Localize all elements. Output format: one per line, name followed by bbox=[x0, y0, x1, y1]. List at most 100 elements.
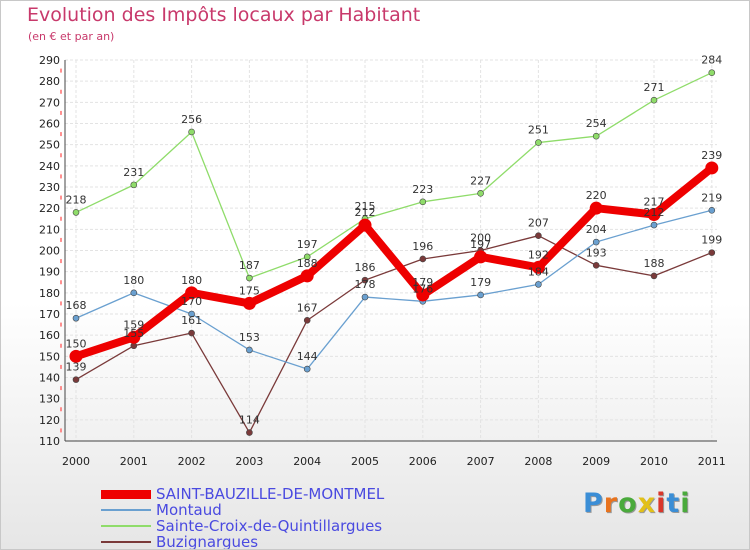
data-label-2: 284 bbox=[701, 54, 722, 67]
data-label-0: 197 bbox=[470, 238, 491, 251]
y-tick-label: 120 bbox=[39, 414, 60, 427]
x-tick-label: 2002 bbox=[178, 455, 206, 468]
data-point-3 bbox=[592, 262, 600, 269]
legend-label: SAINT-BAUZILLE-DE-MONTMEL bbox=[156, 485, 385, 503]
series-line-0 bbox=[72, 163, 716, 361]
data-label-1: 204 bbox=[586, 223, 607, 236]
series-line-3 bbox=[75, 235, 713, 434]
y-tick-label: 150 bbox=[39, 350, 60, 363]
y-tick-label: 180 bbox=[39, 287, 60, 300]
data-point-0 bbox=[531, 260, 545, 274]
y-tick-label: 280 bbox=[39, 75, 60, 88]
data-label-2: 256 bbox=[181, 113, 202, 126]
x-tick-label: 2001 bbox=[120, 455, 148, 468]
data-point-3 bbox=[708, 249, 716, 256]
x-tick-label: 2005 bbox=[351, 455, 379, 468]
data-label-3: 114 bbox=[239, 414, 260, 427]
data-label-2: 227 bbox=[470, 174, 491, 187]
data-label-2: 223 bbox=[412, 183, 433, 196]
data-label-3: 193 bbox=[586, 246, 607, 259]
data-point-2 bbox=[246, 274, 253, 282]
data-label-2: 271 bbox=[644, 81, 665, 94]
chart-subtitle: (en € et par an) bbox=[28, 30, 115, 43]
data-point-2 bbox=[650, 96, 658, 104]
data-label-0: 217 bbox=[644, 196, 665, 209]
x-tick-label: 2004 bbox=[293, 455, 321, 468]
data-label-3: 139 bbox=[66, 361, 87, 374]
data-point-0 bbox=[647, 208, 661, 222]
legend-swatch bbox=[101, 489, 151, 499]
data-label-1: 178 bbox=[355, 278, 376, 291]
data-label-0: 188 bbox=[297, 257, 318, 270]
logo-letter: i bbox=[680, 488, 691, 519]
data-label-3: 200 bbox=[470, 232, 491, 245]
data-label-2: 231 bbox=[123, 166, 144, 179]
data-point-1 bbox=[650, 221, 658, 229]
y-tick-label: 240 bbox=[39, 160, 60, 173]
data-label-3: 155 bbox=[123, 327, 144, 340]
x-tick-label: 2007 bbox=[467, 455, 495, 468]
y-tick-label: 250 bbox=[39, 139, 60, 152]
data-label-0: 150 bbox=[66, 337, 87, 350]
data-label-2: 218 bbox=[66, 193, 87, 206]
data-point-1 bbox=[72, 314, 80, 322]
data-label-1: 176 bbox=[412, 282, 433, 295]
y-tick-label: 230 bbox=[39, 181, 60, 194]
logo-letter: t bbox=[666, 488, 681, 519]
data-point-3 bbox=[246, 429, 253, 436]
chart-title: Evolution des Impôts locaux par Habitant bbox=[27, 4, 421, 26]
data-point-3 bbox=[188, 329, 195, 337]
data-point-2 bbox=[419, 198, 427, 206]
data-point-0 bbox=[185, 286, 199, 300]
data-label-2: 251 bbox=[528, 124, 549, 137]
data-point-0 bbox=[416, 288, 430, 302]
data-label-1: 212 bbox=[644, 206, 665, 219]
data-point-0 bbox=[358, 218, 372, 232]
data-point-0 bbox=[589, 201, 603, 215]
data-label-3: 199 bbox=[701, 234, 722, 247]
data-point-2 bbox=[477, 190, 484, 197]
data-label-1: 144 bbox=[297, 350, 318, 363]
data-point-1 bbox=[188, 310, 195, 318]
data-point-3 bbox=[303, 317, 311, 324]
data-point-0 bbox=[300, 269, 314, 283]
series-line-2 bbox=[75, 72, 713, 279]
data-label-0: 159 bbox=[123, 318, 144, 331]
data-point-2 bbox=[188, 128, 195, 136]
legend-swatch bbox=[101, 541, 151, 543]
data-label-0: 180 bbox=[181, 274, 202, 287]
data-point-2 bbox=[535, 139, 542, 146]
data-label-3: 167 bbox=[297, 301, 318, 314]
y-tick-label: 270 bbox=[39, 96, 60, 109]
y-tick-label: 130 bbox=[39, 393, 60, 406]
data-label-3: 161 bbox=[181, 314, 202, 327]
data-label-1: 179 bbox=[470, 276, 491, 289]
y-tick-label: 190 bbox=[39, 266, 60, 279]
data-label-0: 192 bbox=[528, 248, 549, 261]
data-point-1 bbox=[130, 289, 138, 297]
data-label-0: 179 bbox=[412, 276, 433, 289]
data-point-2 bbox=[130, 181, 138, 189]
data-label-0: 239 bbox=[701, 149, 722, 162]
data-point-1 bbox=[246, 346, 253, 354]
data-label-3: 188 bbox=[644, 257, 665, 270]
y-tick-label: 170 bbox=[39, 308, 60, 321]
data-label-1: 180 bbox=[123, 274, 144, 287]
data-label-1: 170 bbox=[181, 295, 202, 308]
x-axis-ticks: 2000 2001 2002 2003 2004 2005 2006 2007 2008 2009… bbox=[62, 455, 726, 468]
proxiti-logo: Proxiti bbox=[583, 488, 691, 519]
data-label-2: 215 bbox=[355, 200, 376, 213]
x-tick-label: 2000 bbox=[62, 455, 90, 468]
data-point-1 bbox=[303, 365, 311, 373]
data-label-0: 175 bbox=[239, 284, 260, 297]
data-point-1 bbox=[708, 206, 716, 214]
y-tick-label: 200 bbox=[39, 245, 60, 258]
data-point-3 bbox=[650, 272, 658, 280]
data-point-1 bbox=[592, 238, 600, 246]
y-axis-ticks: 110 120 130 140 150 160 170 180 190 200 210 220 230 2… bbox=[39, 54, 60, 448]
data-point-1 bbox=[361, 293, 369, 301]
series-line-1 bbox=[75, 209, 713, 370]
data-label-0: 212 bbox=[355, 206, 376, 219]
data-label-2: 197 bbox=[297, 238, 318, 251]
